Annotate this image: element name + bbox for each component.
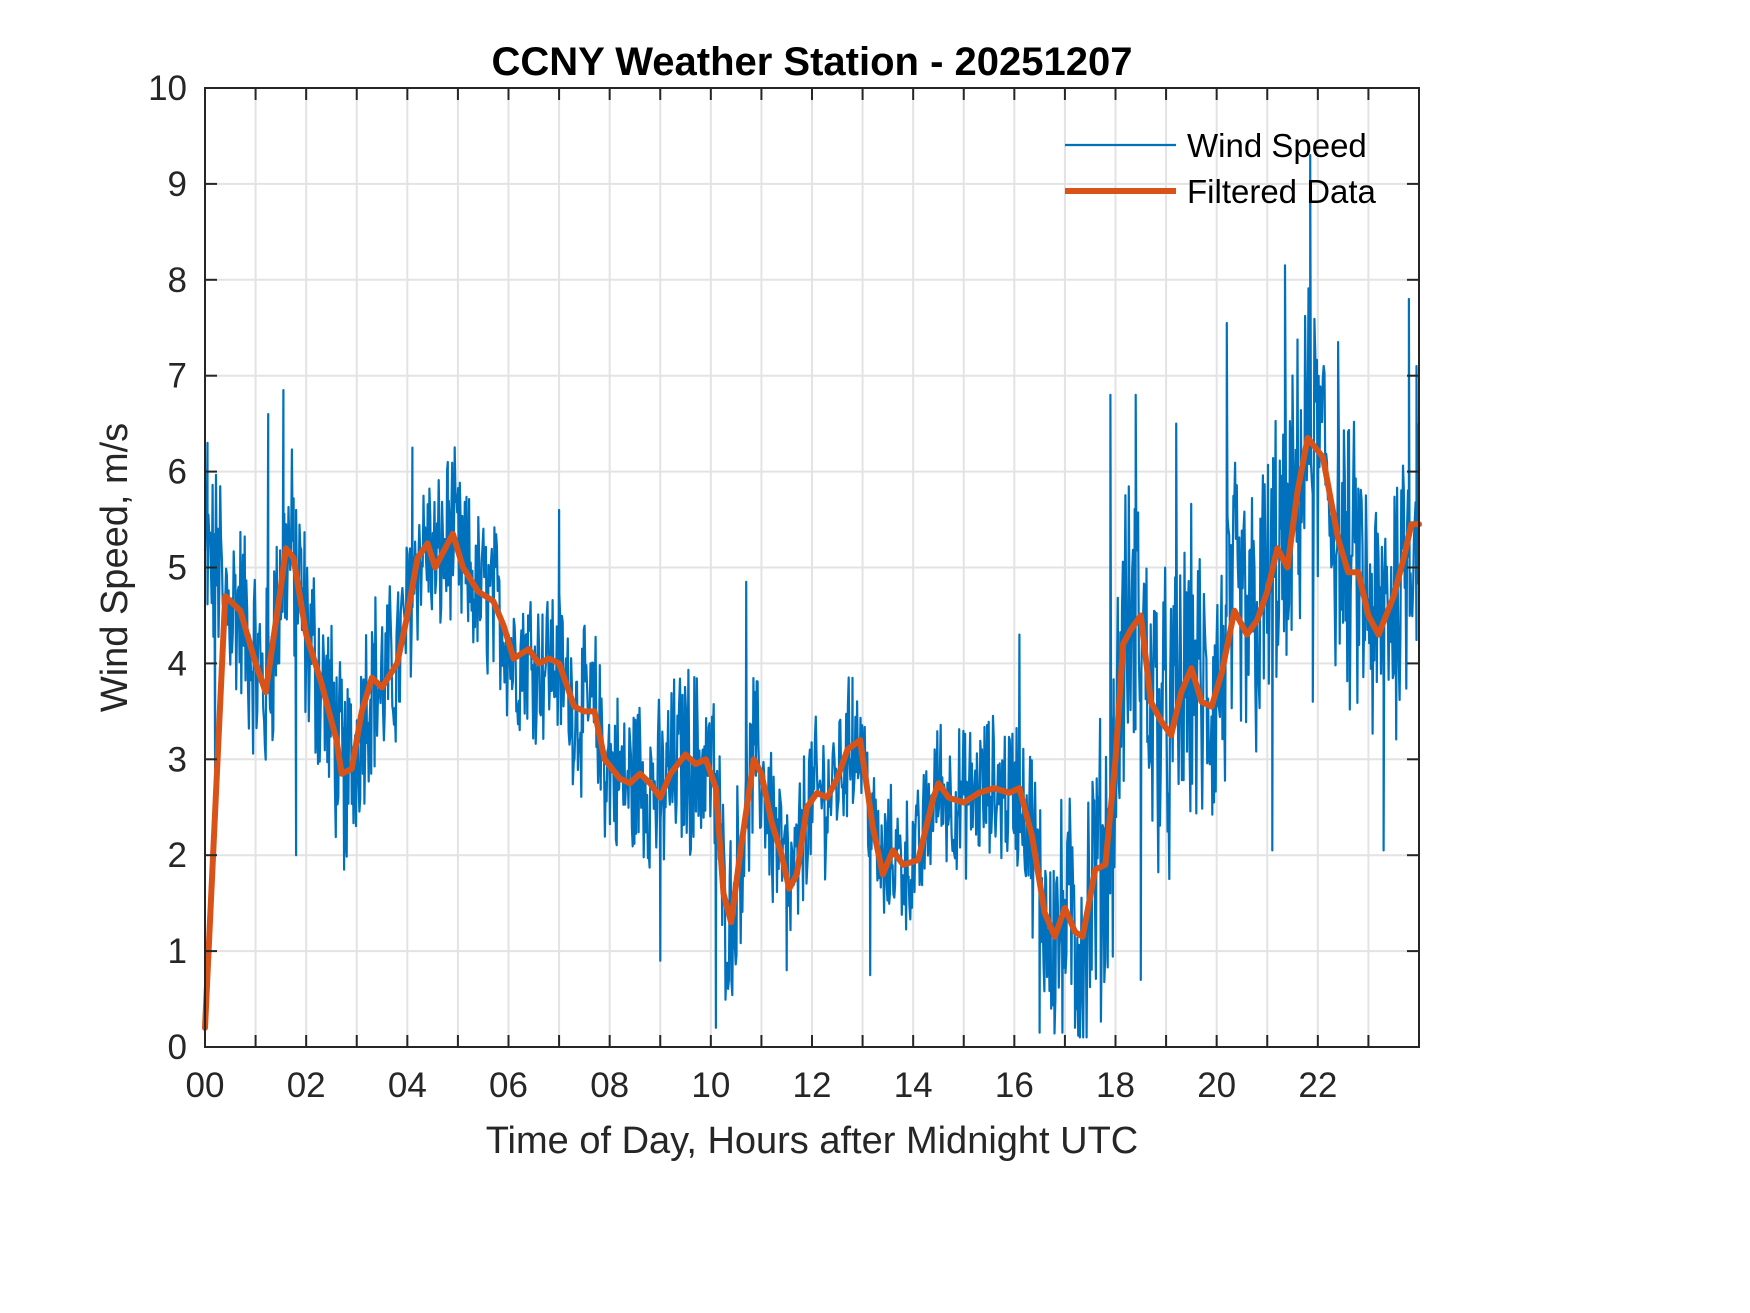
x-tick-labels: 00 02 04 06 08 10 12 14 16 18 20 22 — [186, 1066, 1338, 1105]
filtered-data-line — [202, 435, 1422, 1031]
x-tick-label: 00 — [186, 1066, 225, 1105]
wind-speed-line — [203, 154, 1421, 1039]
series-wind-speed — [203, 154, 1421, 1039]
y-tick-label: 0 — [168, 1028, 187, 1067]
y-tick-label: 1 — [168, 932, 187, 971]
x-tick-label: 06 — [489, 1066, 528, 1105]
legend-label-filtered-data: Filtered Data — [1187, 173, 1377, 210]
legend-label-wind-speed: Wind Speed — [1187, 127, 1367, 164]
axes — [204, 87, 1420, 1048]
x-tick-label: 20 — [1197, 1066, 1236, 1105]
y-tick-label: 8 — [168, 261, 187, 300]
y-tick-label: 4 — [168, 644, 187, 683]
y-tick-labels: 0 1 2 3 4 5 6 7 8 9 10 — [148, 69, 187, 1067]
x-tick-label: 04 — [388, 1066, 427, 1105]
y-tick-label: 2 — [168, 836, 187, 875]
x-tick-label: 22 — [1298, 1066, 1337, 1105]
y-tick-label: 9 — [168, 165, 187, 204]
x-tick-label: 18 — [1096, 1066, 1135, 1105]
y-tick-label: 7 — [168, 357, 187, 396]
x-tick-label: 14 — [894, 1066, 933, 1105]
x-tick-label: 10 — [691, 1066, 730, 1105]
chart-title: CCNY Weather Station - 20251207 — [492, 40, 1133, 84]
y-tick-label: 3 — [168, 740, 187, 779]
y-tick-label: 6 — [168, 453, 187, 492]
y-tick-label: 10 — [148, 69, 187, 108]
x-tick-label: 12 — [793, 1066, 832, 1105]
x-axis-label: Time of Day, Hours after Midnight UTC — [486, 1120, 1139, 1162]
y-tick-label: 5 — [168, 549, 187, 588]
x-tick-label: 02 — [287, 1066, 326, 1105]
x-tick-label: 16 — [995, 1066, 1034, 1105]
series-filtered-data — [202, 435, 1422, 1031]
y-axis-label: Wind Speed, m/s — [94, 423, 136, 712]
legend: Wind Speed Filtered Data — [1065, 127, 1377, 210]
x-tick-label: 08 — [590, 1066, 629, 1105]
